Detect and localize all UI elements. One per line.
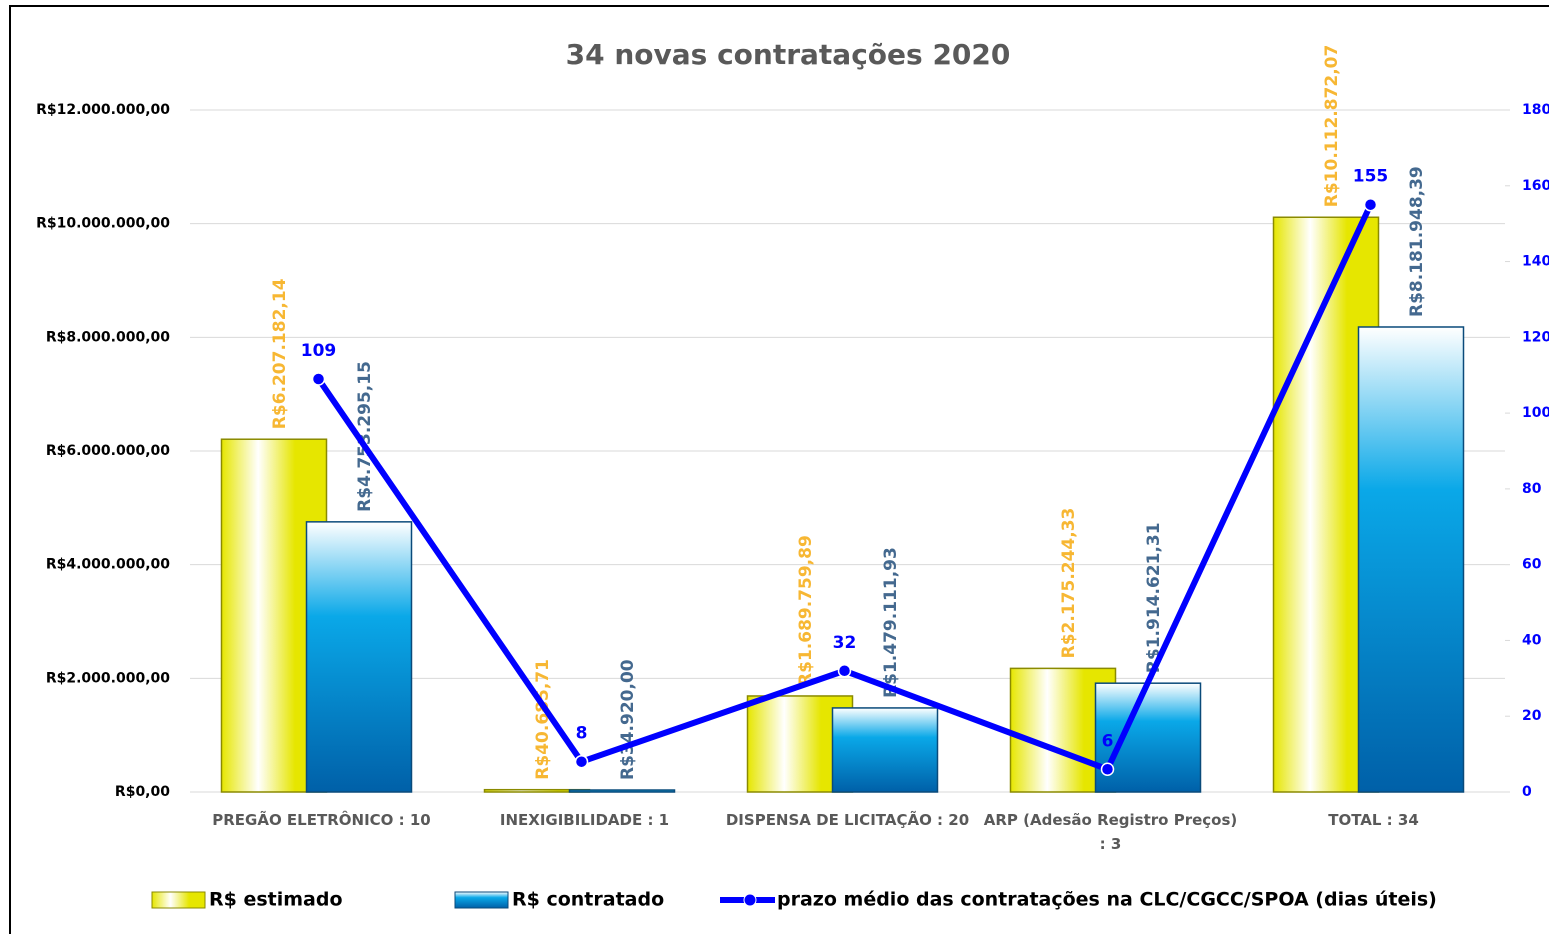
y-tick-label: R$4.000.000,00 bbox=[46, 557, 170, 573]
value-label: R$1.689.759,89 bbox=[796, 535, 816, 686]
value-label: R$40.685,71 bbox=[533, 659, 553, 780]
line-marker bbox=[1100, 762, 1115, 777]
x-tick-label: ARP (Adesão Registro Preços) : 3 bbox=[983, 811, 1238, 853]
y-tick-label: R$6.000.000,00 bbox=[46, 443, 170, 459]
value-label: R$10.112.872,07 bbox=[1322, 45, 1342, 208]
x-tick-label: PREGÃO ELETRÔNICO : 10 bbox=[212, 811, 431, 829]
x-tick-label: INEXIGIBILIDADE : 1 bbox=[499, 811, 670, 829]
x-tick-label-box: ARP (Adesão Registro Preços) : 3 bbox=[983, 811, 1238, 853]
value-label: R$8.181.948,39 bbox=[1407, 166, 1427, 317]
value-label: R$2.175.244,33 bbox=[1059, 508, 1079, 659]
x-tick-label-box: PREGÃO ELETRÔNICO : 10 bbox=[212, 811, 431, 829]
y2-tick-label: 20 bbox=[1522, 708, 1542, 724]
legend-swatch bbox=[151, 891, 206, 909]
line-value-label: 32 bbox=[833, 633, 857, 653]
y-tick-label: R$0,00 bbox=[115, 784, 170, 800]
legend-label: R$ contratado bbox=[512, 889, 664, 911]
line-marker bbox=[837, 664, 852, 678]
line-marker bbox=[311, 372, 326, 386]
line-marker bbox=[574, 754, 589, 769]
value-label: R$4.753.295,15 bbox=[355, 361, 375, 512]
bar bbox=[831, 707, 939, 793]
y2-tick-label: 0 bbox=[1522, 784, 1532, 800]
x-tick-label-box: INEXIGIBILIDADE : 1 bbox=[499, 811, 670, 829]
bar bbox=[568, 789, 676, 793]
line-value-label: 6 bbox=[1102, 731, 1114, 751]
value-label: R$34.920,00 bbox=[618, 659, 638, 780]
y2-tick-label: 120 bbox=[1522, 329, 1549, 345]
value-label: R$1.479.111,93 bbox=[881, 547, 901, 698]
x-tick-label-box: TOTAL : 34 bbox=[1328, 811, 1419, 829]
legend-label: prazo médio das contratações na CLC/CGCC… bbox=[777, 889, 1437, 911]
x-tick-label-box: DISPENSA DE LICITAÇÃO : 20 bbox=[725, 811, 970, 829]
y2-tick-label: 80 bbox=[1522, 481, 1542, 497]
chart-title: 34 novas contratações 2020 bbox=[566, 38, 1011, 71]
value-label: R$6.207.182,14 bbox=[270, 278, 290, 429]
line-value-label: 109 bbox=[301, 341, 337, 361]
y2-tick-label: 60 bbox=[1522, 557, 1542, 573]
y2-tick-label: 180 bbox=[1522, 102, 1549, 118]
bar bbox=[305, 521, 413, 793]
y2-tick-label: 160 bbox=[1522, 178, 1549, 194]
line-marker bbox=[1363, 197, 1378, 212]
value-label: R$1.914.621,31 bbox=[1144, 522, 1164, 673]
legend-swatch bbox=[454, 891, 509, 909]
bar bbox=[1357, 326, 1465, 793]
y-tick-label: R$12.000.000,00 bbox=[36, 102, 170, 118]
y2-tick-label: 40 bbox=[1522, 632, 1542, 648]
line-value-label: 155 bbox=[1353, 167, 1389, 187]
x-tick-label: DISPENSA DE LICITAÇÃO : 20 bbox=[725, 811, 970, 829]
y2-tick-label: 140 bbox=[1522, 254, 1549, 270]
y-tick-label: R$2.000.000,00 bbox=[46, 670, 170, 686]
y-tick-label: R$10.000.000,00 bbox=[36, 216, 170, 232]
legend-label: R$ estimado bbox=[209, 889, 343, 911]
legend-marker bbox=[743, 893, 757, 907]
x-tick-label: TOTAL : 34 bbox=[1328, 811, 1419, 829]
y-tick-label: R$8.000.000,00 bbox=[46, 329, 170, 345]
y2-tick-label: 100 bbox=[1522, 405, 1549, 421]
line-value-label: 8 bbox=[576, 724, 588, 744]
